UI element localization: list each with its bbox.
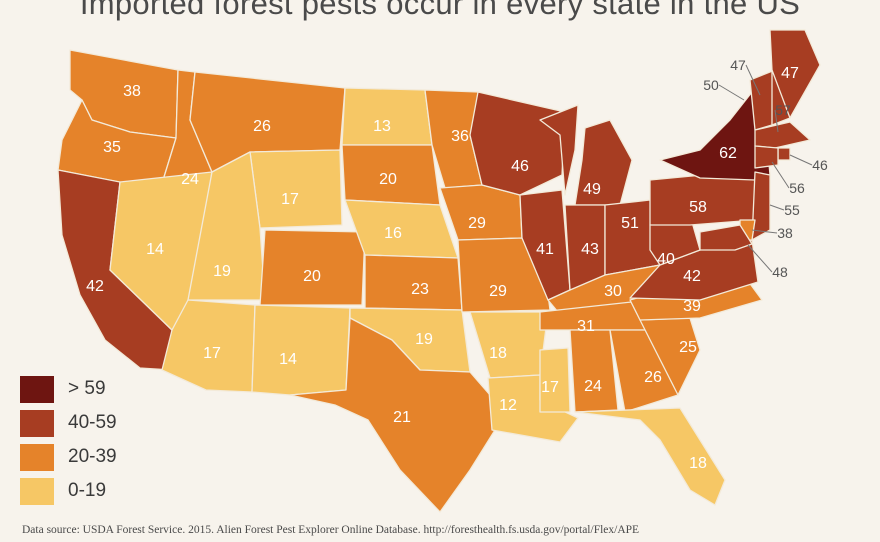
state-value-tx: 21 — [393, 409, 411, 426]
state-value-pa: 58 — [689, 199, 707, 216]
leader-line-ct — [771, 161, 790, 189]
state-value-wy: 17 — [281, 191, 299, 208]
data-source-note: Data source: USDA Forest Service. 2015. … — [22, 524, 640, 536]
state-md — [699, 224, 753, 251]
state-fl — [574, 407, 726, 506]
state-value-wv: 40 — [657, 251, 675, 268]
legend-label: 40-59 — [68, 412, 117, 433]
state-value-ca: 42 — [86, 278, 104, 295]
state-nj — [751, 171, 771, 241]
state-value-nm: 14 — [279, 351, 297, 368]
legend-item-40-59: 40-59 — [20, 406, 117, 440]
state-value-sd: 20 — [379, 171, 397, 188]
state-value-nh: 47 — [730, 57, 746, 73]
state-value-ar: 18 — [489, 345, 507, 362]
map-title: Imported forest pests occur in every sta… — [79, 0, 801, 21]
state-value-co: 20 — [303, 268, 321, 285]
state-ms — [539, 347, 571, 413]
state-value-tn: 31 — [577, 318, 595, 335]
state-value-ia: 29 — [468, 215, 486, 232]
state-value-or: 35 — [103, 139, 121, 156]
state-value-fl: 18 — [689, 455, 707, 472]
legend: > 59 40-59 20-39 0-19 — [20, 372, 117, 508]
state-vt — [749, 69, 776, 131]
state-mi — [539, 104, 633, 206]
state-value-va: 42 — [683, 268, 701, 285]
state-value-id: 24 — [181, 171, 199, 188]
leader-line-de — [751, 229, 778, 234]
state-nd — [341, 87, 433, 146]
legend-swatch — [20, 375, 54, 403]
state-wy — [249, 149, 343, 229]
state-value-il: 41 — [536, 241, 554, 258]
state-value-me: 47 — [781, 65, 799, 82]
state-tx — [289, 317, 496, 513]
state-value-ks: 23 — [411, 281, 429, 298]
state-value-ok: 19 — [415, 331, 433, 348]
legend-swatch — [20, 443, 54, 471]
state-value-nd: 13 — [373, 118, 391, 135]
state-ct — [754, 145, 779, 169]
state-value-ky: 30 — [604, 283, 622, 300]
leader-line-nj — [769, 204, 785, 211]
state-value-ny: 62 — [719, 145, 737, 162]
state-value-al: 24 — [584, 378, 602, 395]
state-value-ne: 16 — [384, 225, 402, 242]
state-value-mt: 26 — [253, 118, 271, 135]
leader-line-md — [747, 244, 773, 273]
state-value-wi: 46 — [511, 158, 529, 175]
legend-swatch — [20, 477, 54, 505]
state-value-ct: 56 — [789, 180, 805, 196]
state-me — [769, 29, 821, 119]
state-nm — [251, 304, 351, 396]
state-value-oh: 51 — [621, 215, 639, 232]
state-value-nc: 39 — [683, 298, 701, 315]
state-co — [259, 229, 366, 306]
state-value-mn: 36 — [451, 128, 469, 145]
state-value-in: 43 — [581, 241, 599, 258]
state-value-md: 48 — [772, 264, 788, 280]
state-value-la: 12 — [499, 397, 517, 414]
state-value-ma: 57 — [775, 102, 791, 118]
state-value-mi: 49 — [583, 181, 601, 198]
state-wi — [469, 91, 566, 196]
state-value-ut: 19 — [213, 263, 231, 280]
state-ri — [777, 147, 791, 161]
state-value-nv: 14 — [146, 241, 164, 258]
legend-label: 0-19 — [68, 480, 107, 501]
legend-label: > 59 — [68, 378, 106, 399]
state-value-ga: 26 — [644, 369, 662, 386]
state-ma — [754, 121, 811, 149]
legend-item-0-19: 0-19 — [20, 474, 117, 508]
state-ar — [469, 311, 549, 379]
state-value-wa: 38 — [123, 83, 141, 100]
leader-line-ri — [789, 154, 813, 166]
legend-item-gt59: > 59 — [20, 372, 117, 406]
leader-line-vt — [718, 84, 745, 101]
state-value-de: 38 — [777, 225, 793, 241]
leader-line-ma — [774, 109, 779, 133]
legend-item-20-39: 20-39 — [20, 440, 117, 474]
state-value-mo: 29 — [489, 283, 507, 300]
state-value-sc: 25 — [679, 339, 697, 356]
state-value-vt: 50 — [703, 77, 719, 93]
legend-label: 20-39 — [68, 446, 117, 467]
state-al — [569, 329, 619, 413]
state-value-ri: 46 — [812, 157, 828, 173]
leader-line-nh — [745, 64, 761, 96]
state-value-ms: 17 — [541, 379, 559, 396]
legend-swatch — [20, 409, 54, 437]
state-value-nj: 55 — [784, 202, 800, 218]
state-value-az: 17 — [203, 345, 221, 362]
